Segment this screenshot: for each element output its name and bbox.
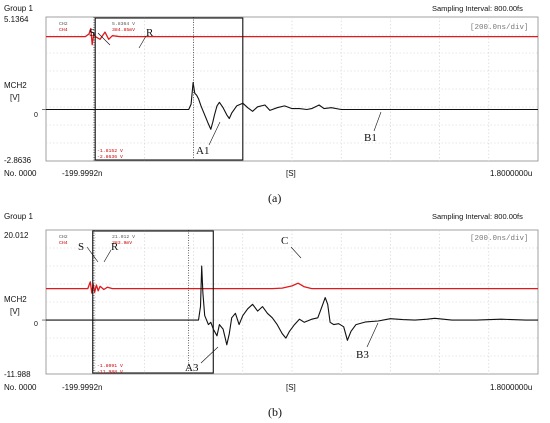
- panel-a-channel-label: MCH2: [4, 81, 27, 90]
- panel-b-leader-b3: [366, 322, 379, 348]
- panel-b-x-end: 1.8000000u: [490, 383, 532, 392]
- panel-b-y-bottom-label: -11.988: [4, 370, 31, 379]
- panel-a-trace-red: [46, 27, 538, 46]
- panel-b-x-start: -199.9992n: [62, 383, 102, 392]
- panel-b-unit-label: [V]: [10, 307, 20, 316]
- panel-a-trace-black: [46, 81, 538, 130]
- panel-a-leader-s: [97, 32, 111, 46]
- panel-b-highlight-box: [92, 230, 214, 374]
- panel-b-annotation-s: S: [78, 241, 84, 253]
- panel-a-unit-label: [V]: [10, 93, 20, 102]
- panel-a-y-bottom-label: -2.8636: [4, 156, 32, 165]
- panel-a: Group 1 Sampling Interval: 800.00fs 5.13…: [4, 4, 539, 205]
- panel-a-leader-b1: [373, 111, 382, 132]
- panel-b-time-div: [200.0ns/div]: [470, 235, 529, 243]
- panel-b-plot-area: [42, 229, 539, 375]
- panel-b-caption: (b): [268, 405, 282, 419]
- panel-b-leader-c: [290, 246, 302, 259]
- panel-b-leader-r: [103, 249, 112, 263]
- panel-b-cursor-ch4: CH4: [59, 240, 68, 246]
- panel-a-leader-a1: [208, 121, 221, 146]
- panel-b-cursor-value-2: 383.9mV: [112, 240, 132, 246]
- panel-a-sampling-interval: Sampling Interval: 800.00fs: [432, 4, 523, 13]
- panel-a-cursor-value-2: 384.85mV: [112, 27, 135, 33]
- panel-a-cursor-bottom-2: -2.8636 V: [97, 154, 123, 160]
- panel-b-channel-label: MCH2: [4, 295, 27, 304]
- panel-a-group-label: Group 1: [4, 4, 33, 13]
- panel-b: Group 1 Sampling Interval: 800.00fs 20.0…: [4, 212, 539, 419]
- panel-a-cursor-value-1: 5.8364 V: [112, 21, 135, 27]
- panel-b-leader-s: [86, 246, 99, 263]
- panel-a-x-start: -199.9992n: [62, 169, 102, 178]
- panel-a-time-div: [200.0ns/div]: [470, 24, 529, 32]
- panel-b-trace-black: [46, 265, 538, 346]
- panel-b-group-label: Group 1: [4, 212, 33, 221]
- panel-a-plot-area: [42, 16, 539, 162]
- panel-a-zero-label: 0: [34, 112, 38, 119]
- panel-a-cursor-ch2: CH2: [59, 21, 68, 27]
- panel-a-caption: (a): [268, 191, 281, 205]
- panel-a-x-unit: [S]: [286, 169, 296, 178]
- panel-b-cursor-bottom-1: -1.8091 V: [97, 363, 123, 369]
- panel-a-annotation-a1: A1: [196, 145, 209, 157]
- panel-b-annotation-b3: B3: [356, 349, 369, 361]
- panel-b-x-unit: [S]: [286, 383, 296, 392]
- panel-a-record-number: No. 0000: [4, 169, 37, 178]
- panel-a-annotation-s: S: [89, 27, 95, 39]
- panel-a-x-end: 1.8000000u: [490, 169, 532, 178]
- panel-b-annotation-a3: A3: [185, 362, 199, 374]
- panel-b-record-number: No. 0000: [4, 383, 37, 392]
- panel-a-highlight-box: [94, 17, 244, 161]
- panel-a-cursor-bottom-1: -1.8152 V: [97, 148, 123, 154]
- panel-b-sampling-interval: Sampling Interval: 800.00fs: [432, 212, 523, 221]
- panel-b-annotation-r: R: [111, 241, 119, 253]
- panel-a-leader-r: [138, 35, 147, 49]
- panel-a-annotation-b1: B1: [364, 132, 377, 144]
- panel-b-annotation-c: C: [281, 235, 288, 247]
- panel-a-annotation-r: R: [146, 27, 154, 39]
- panel-b-cursor-ch2: CH2: [59, 234, 68, 240]
- panel-b-zero-label: 0: [34, 321, 38, 328]
- panel-b-cursor-bottom-2: -11.988 V: [97, 369, 123, 375]
- panel-b-y-top-label: 20.012: [4, 231, 29, 240]
- panel-b-leader-a3: [200, 346, 219, 364]
- panel-a-y-top-label: 5.1364: [4, 15, 29, 24]
- panel-b-cursor-value-1: 21.012 V: [112, 234, 135, 240]
- panel-a-cursor-ch4: CH4: [59, 27, 68, 33]
